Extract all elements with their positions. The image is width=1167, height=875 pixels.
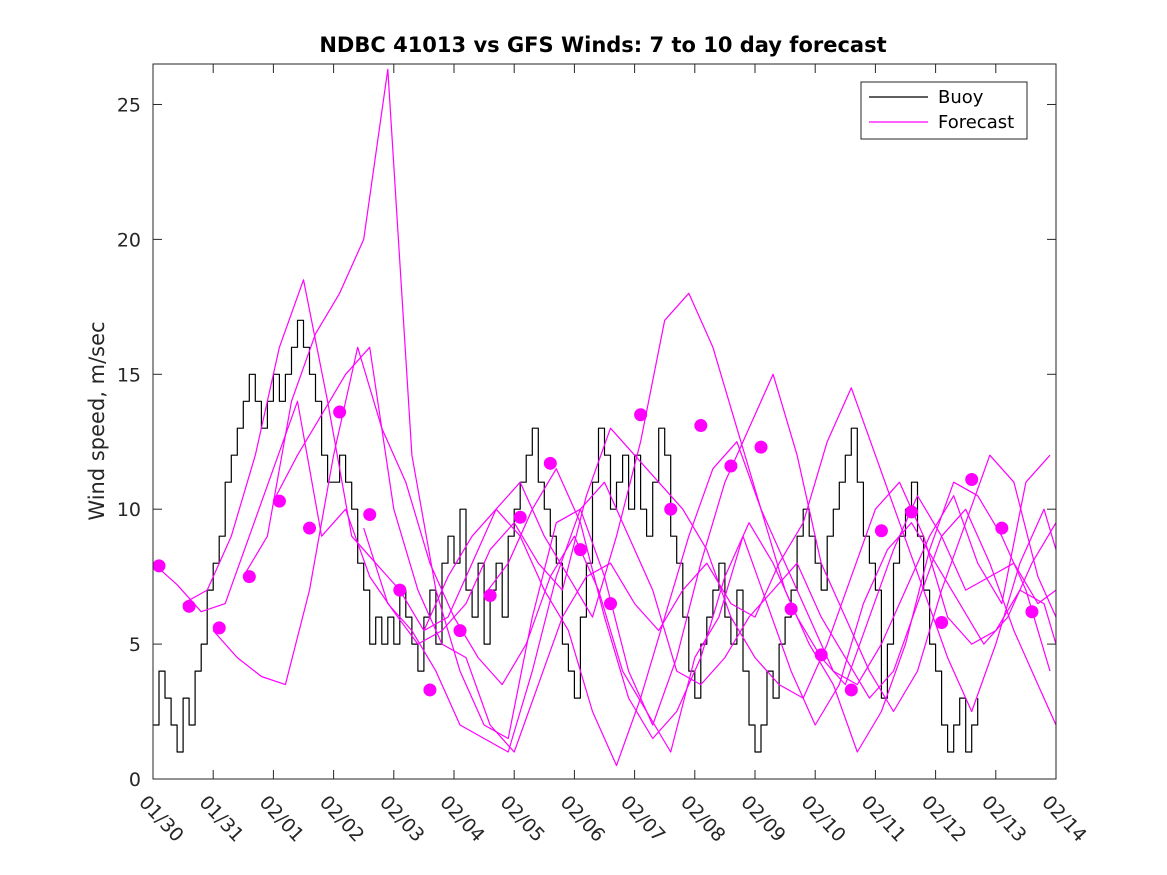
forecast-series-line-1 — [153, 400, 1056, 699]
legend: Buoy Forecast — [860, 81, 1028, 140]
forecast-marker — [604, 597, 618, 611]
forecast-marker — [573, 543, 587, 557]
x-tick-label: 01/31 — [195, 791, 248, 846]
plot-area: 0 5 10 15 20 25 01/30 01/31 02/01 02/02 02/03 02/04… — [117, 63, 1091, 846]
x-tick-label: 02/06 — [556, 791, 609, 846]
y-tick-label: 15 — [117, 364, 141, 386]
x-tick-label: 02/07 — [616, 791, 669, 846]
forecast-marker — [965, 473, 979, 487]
forecast-marker — [543, 456, 557, 470]
legend-forecast-label: Forecast — [938, 112, 1014, 133]
forecast-marker — [905, 505, 919, 519]
axes-box — [152, 63, 1057, 780]
x-tick-label: 02/01 — [255, 791, 308, 846]
x-tick-label: 02/04 — [435, 791, 488, 846]
forecast-marker — [995, 521, 1009, 535]
legend-buoy-label: Buoy — [938, 87, 984, 108]
x-tick-label: 02/14 — [1037, 791, 1090, 846]
forecast-marker — [212, 621, 226, 635]
forecast-marker — [242, 570, 256, 584]
forecast-marker — [182, 599, 196, 613]
forecast-marker — [272, 494, 286, 508]
forecast-series-line-8 — [483, 468, 1056, 740]
forecast-marker — [724, 459, 738, 473]
y-tick-label: 25 — [117, 94, 141, 116]
x-tick-label: 02/12 — [917, 791, 970, 846]
x-tick-label: 02/11 — [857, 791, 910, 846]
forecast-series-line-6 — [363, 481, 1056, 753]
forecast-marker — [423, 683, 437, 697]
forecast-marker — [844, 683, 858, 697]
y-tick-label: 10 — [117, 499, 141, 521]
forecast-series-line-4 — [242, 68, 1056, 740]
x-tick-label: 02/03 — [375, 791, 428, 846]
x-tick-label: 02/10 — [797, 791, 850, 846]
forecast-marker — [694, 419, 708, 433]
y-tick-label: 0 — [129, 769, 141, 791]
forecast-marker — [784, 602, 798, 616]
forecast-marker — [1025, 605, 1039, 619]
plot-background — [153, 64, 1056, 779]
x-tick-label: 01/30 — [134, 791, 187, 846]
forecast-marker — [393, 583, 407, 597]
forecast-marker — [483, 589, 497, 603]
forecast-marker — [814, 648, 828, 662]
chart-title: NDBC 41013 vs GFS Winds: 7 to 10 day for… — [319, 33, 886, 57]
x-tick-label: 02/02 — [315, 791, 368, 846]
y-tick-label: 20 — [117, 229, 141, 251]
x-tick-label: 02/08 — [676, 791, 729, 846]
forecast-marker — [363, 508, 377, 522]
forecast-marker — [874, 524, 888, 538]
forecast-series-line-7 — [423, 441, 1051, 767]
x-tick-label: 02/13 — [977, 791, 1030, 846]
x-tick-label: 02/05 — [496, 791, 549, 846]
forecast-marker — [453, 624, 467, 638]
buoy-series-line — [153, 319, 979, 753]
y-tick-label: 5 — [129, 634, 141, 656]
forecast-series-line-2 — [182, 279, 1051, 686]
forecast-marker — [754, 440, 768, 454]
forecast-marker — [935, 616, 949, 630]
legend-box — [860, 81, 1028, 140]
forecast-marker — [303, 521, 317, 535]
series-group — [153, 68, 1056, 767]
forecast-marker — [664, 502, 678, 516]
forecast-marker — [153, 559, 166, 573]
y-axis-label: Wind speed, m/sec — [85, 321, 109, 520]
forecast-marker — [513, 510, 527, 524]
x-tick-label: 02/09 — [736, 791, 789, 846]
forecast-marker — [333, 405, 347, 419]
forecast-marker — [634, 408, 648, 422]
